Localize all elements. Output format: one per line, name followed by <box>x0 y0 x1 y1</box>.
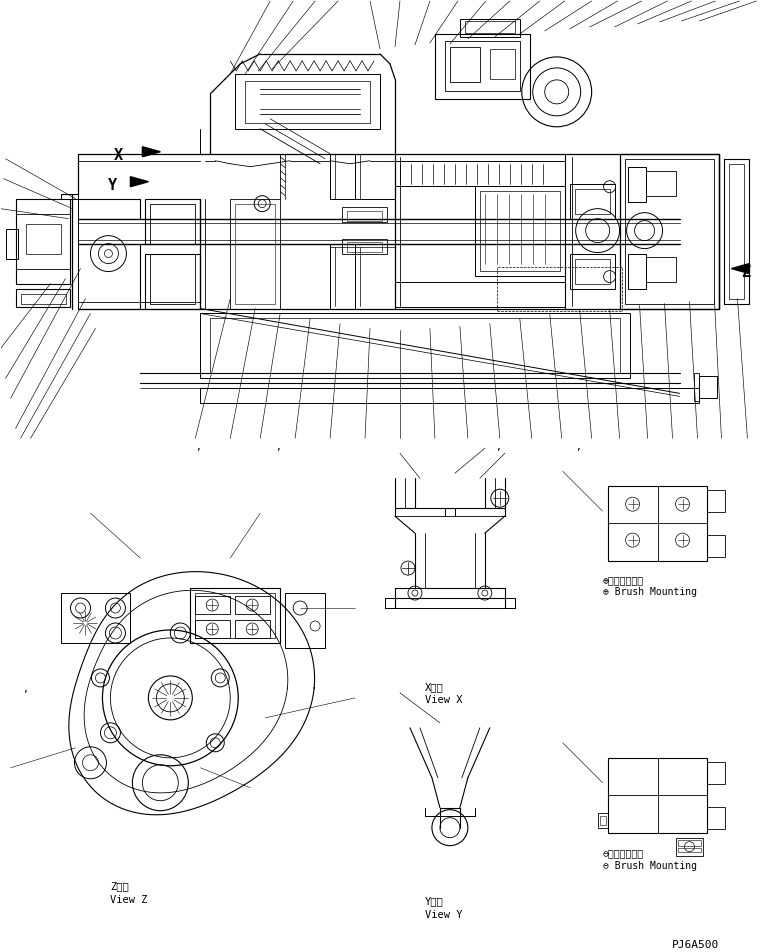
Bar <box>145 254 200 309</box>
Text: View Y: View Y <box>425 908 463 919</box>
Bar <box>570 254 615 289</box>
Bar <box>285 593 325 648</box>
Bar <box>196 621 231 638</box>
Bar <box>196 596 231 614</box>
Text: ,: , <box>495 442 501 452</box>
Bar <box>724 160 750 305</box>
Bar <box>490 50 514 80</box>
Bar <box>570 185 615 219</box>
Bar <box>231 200 280 309</box>
Bar <box>210 319 619 374</box>
Text: ,: , <box>196 442 201 452</box>
Bar <box>196 593 275 638</box>
Bar <box>628 168 645 203</box>
Bar <box>190 588 280 644</box>
Bar <box>480 191 559 271</box>
Text: Y　視: Y 視 <box>425 896 444 905</box>
Bar <box>235 621 270 638</box>
Bar <box>645 257 676 282</box>
Bar <box>15 289 71 307</box>
Text: ⊖ブラシ取付法: ⊖ブラシ取付法 <box>603 847 644 858</box>
Text: ,: , <box>23 684 28 693</box>
Bar <box>730 165 744 299</box>
Bar <box>15 200 71 285</box>
Bar <box>347 243 382 252</box>
Bar <box>347 211 382 222</box>
Bar <box>145 200 200 245</box>
Text: View X: View X <box>425 694 463 704</box>
Bar <box>200 314 629 379</box>
Bar <box>600 816 606 824</box>
Bar <box>607 758 708 833</box>
Bar <box>151 205 196 245</box>
Bar <box>575 259 610 285</box>
Bar <box>435 35 530 100</box>
Bar <box>625 160 715 305</box>
Text: Z　視: Z 視 <box>110 881 129 891</box>
Bar <box>342 208 387 223</box>
Text: ⊕ブラシ取付法: ⊕ブラシ取付法 <box>603 574 644 585</box>
Bar <box>676 838 703 856</box>
Text: View Z: View Z <box>110 894 148 903</box>
Bar <box>26 225 61 254</box>
Bar <box>460 20 520 38</box>
Bar <box>235 596 270 614</box>
Bar <box>395 282 565 307</box>
Polygon shape <box>142 148 161 158</box>
Bar <box>235 205 275 305</box>
Bar <box>235 75 380 129</box>
Bar <box>708 536 725 558</box>
Bar <box>450 48 480 83</box>
Bar <box>619 154 719 309</box>
Bar <box>15 214 71 269</box>
Polygon shape <box>130 177 148 188</box>
Bar <box>395 162 565 187</box>
Text: X　視: X 視 <box>425 682 444 691</box>
Bar <box>200 389 699 404</box>
Bar <box>21 294 65 305</box>
Bar <box>61 593 130 644</box>
Text: Y: Y <box>107 177 116 192</box>
Text: ⊖ Brush Mounting: ⊖ Brush Mounting <box>603 860 696 870</box>
Bar <box>677 840 702 845</box>
Bar <box>699 377 718 399</box>
Text: Z: Z <box>741 265 750 280</box>
Text: PJ6A500: PJ6A500 <box>671 940 719 949</box>
Bar <box>5 229 18 259</box>
Bar <box>475 187 565 276</box>
Bar <box>497 268 622 312</box>
Bar <box>575 189 610 214</box>
Bar <box>708 490 725 512</box>
Polygon shape <box>731 265 750 274</box>
Text: ,: , <box>275 442 281 452</box>
Bar <box>151 254 196 305</box>
Bar <box>342 239 387 254</box>
Bar <box>677 847 702 852</box>
Text: ,: , <box>575 442 581 452</box>
Bar <box>708 762 725 783</box>
Bar <box>695 374 699 402</box>
Bar <box>645 171 676 196</box>
Bar <box>597 813 607 828</box>
Bar <box>628 254 645 289</box>
Bar <box>445 42 520 91</box>
Text: ⊕ Brush Mounting: ⊕ Brush Mounting <box>603 586 696 597</box>
Text: X: X <box>113 148 123 163</box>
Bar <box>245 82 370 124</box>
Bar <box>607 486 708 562</box>
Bar <box>708 807 725 829</box>
Bar <box>465 22 514 34</box>
